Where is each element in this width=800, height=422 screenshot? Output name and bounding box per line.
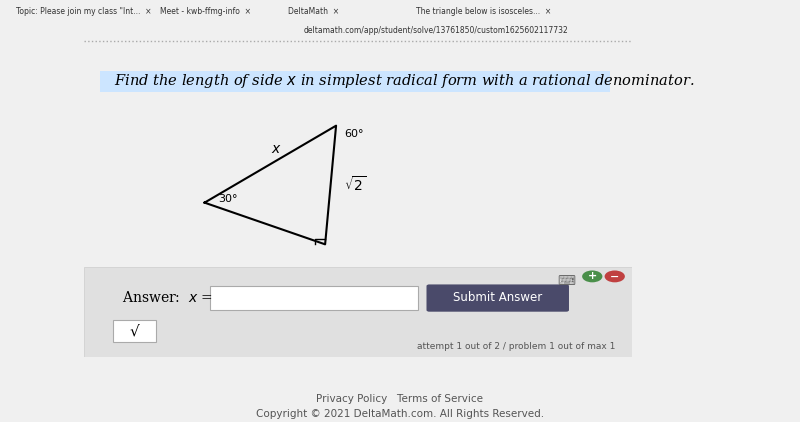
Text: −: − <box>610 271 620 281</box>
Text: +: + <box>588 271 597 281</box>
Text: 60°: 60° <box>344 129 364 139</box>
FancyBboxPatch shape <box>426 284 569 312</box>
Text: $\sqrt{2}$: $\sqrt{2}$ <box>344 176 366 195</box>
Text: deltamath.com/app/student/solve/13761850/custom1625602117732: deltamath.com/app/student/solve/13761850… <box>304 26 569 35</box>
Text: DeltaMath  ×: DeltaMath × <box>288 7 339 16</box>
FancyBboxPatch shape <box>605 271 625 282</box>
Text: Meet - kwb-ffmg-info  ×: Meet - kwb-ffmg-info × <box>160 7 251 16</box>
Text: ⌨: ⌨ <box>558 275 575 288</box>
FancyBboxPatch shape <box>210 286 418 310</box>
Text: Submit Answer: Submit Answer <box>453 292 542 304</box>
Text: The triangle below is isosceles...  ×: The triangle below is isosceles... × <box>416 7 551 16</box>
Text: 30°: 30° <box>218 195 238 204</box>
Text: Privacy Policy   Terms of Service: Privacy Policy Terms of Service <box>317 394 483 404</box>
Text: Topic: Please join my class "Int...  ×: Topic: Please join my class "Int... × <box>16 7 151 16</box>
Text: Copyright © 2021 DeltaMath.com. All Rights Reserved.: Copyright © 2021 DeltaMath.com. All Righ… <box>256 409 544 419</box>
Text: Find the length of side $x$ in simplest radical form with a rational denominator: Find the length of side $x$ in simplest … <box>114 73 694 90</box>
Text: Answer:  $x$ =: Answer: $x$ = <box>122 290 214 305</box>
FancyBboxPatch shape <box>101 71 610 92</box>
FancyBboxPatch shape <box>84 267 632 357</box>
FancyBboxPatch shape <box>113 320 156 342</box>
Text: √: √ <box>130 323 139 338</box>
Text: x: x <box>272 142 280 156</box>
FancyBboxPatch shape <box>582 271 602 282</box>
Text: attempt 1 out of 2 / problem 1 out of max 1: attempt 1 out of 2 / problem 1 out of ma… <box>417 342 615 351</box>
